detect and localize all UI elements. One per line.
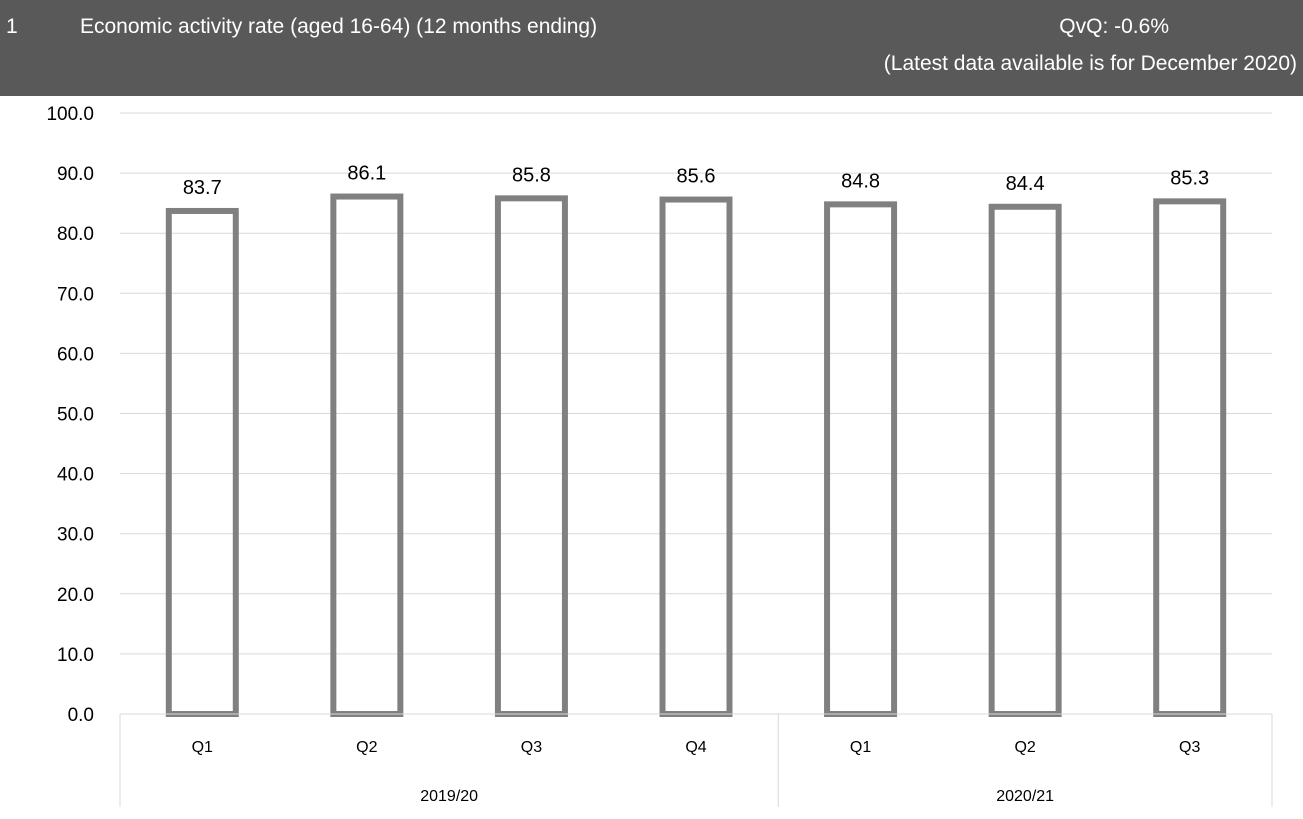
chart-index: 1 (6, 15, 18, 38)
group-label: 2020/21 (996, 788, 1054, 805)
data-label: 85.3 (1170, 167, 1209, 189)
bar-chart: 0.0 10.0 20.0 30.0 40.0 50.0 60.0 70.0 80.0 90.0 1… (46, 104, 1273, 807)
y-tick-label: 60.0 (57, 344, 94, 365)
x-tick-label: Q2 (356, 739, 377, 756)
y-tick-label: 10.0 (57, 645, 94, 666)
y-tick-label: 80.0 (57, 224, 94, 245)
y-tick-label: 50.0 (57, 405, 94, 426)
latest-data-note: (Latest data available is for December 2… (883, 52, 1297, 75)
x-axis: Q1 Q2 Q3 Q4 Q1 Q2 Q3 2019/20 2020/21 (119, 713, 1273, 807)
bar (659, 196, 733, 717)
x-tick-label: Q2 (1014, 739, 1035, 756)
bar (330, 193, 404, 717)
bar (494, 195, 568, 718)
bars (165, 193, 1227, 718)
y-axis: 0.0 10.0 20.0 30.0 40.0 50.0 60.0 70.0 80.0 90.0 1… (46, 104, 94, 726)
y-tick-label: 30.0 (57, 525, 94, 546)
y-tick-label: 70.0 (57, 284, 94, 305)
gridlines (120, 112, 1272, 655)
data-label: 85.6 (677, 166, 716, 188)
data-label: 85.8 (512, 164, 551, 186)
x-tick-label: Q1 (850, 739, 871, 756)
y-tick-label: 40.0 (57, 465, 94, 486)
qvq-change: QvQ: -0.6% (1059, 15, 1169, 38)
x-tick-label: Q3 (1179, 739, 1200, 756)
y-tick-label: 0.0 (68, 705, 94, 726)
data-label: 83.7 (183, 177, 222, 199)
x-tick-label: Q1 (192, 739, 213, 756)
x-tick-label: Q3 (521, 739, 542, 756)
data-label: 84.4 (1006, 173, 1045, 195)
y-tick-label: 100.0 (46, 104, 94, 125)
data-label: 84.8 (841, 170, 880, 192)
bar (1153, 198, 1227, 718)
chart-title: Economic activity rate (aged 16-64) (12 … (80, 15, 598, 38)
y-tick-label: 90.0 (57, 164, 94, 185)
bar (165, 207, 239, 717)
data-label: 86.1 (347, 163, 386, 185)
bar (824, 201, 898, 718)
group-label: 2019/20 (420, 788, 478, 805)
x-tick-label: Q4 (685, 739, 706, 756)
bar (988, 203, 1062, 717)
data-labels: 83.7 86.1 85.8 85.6 84.8 84.4 85.3 (183, 163, 1209, 199)
chart-header: 1 Economic activity rate (aged 16-64) (1… (0, 0, 1303, 96)
y-tick-label: 20.0 (57, 585, 94, 606)
